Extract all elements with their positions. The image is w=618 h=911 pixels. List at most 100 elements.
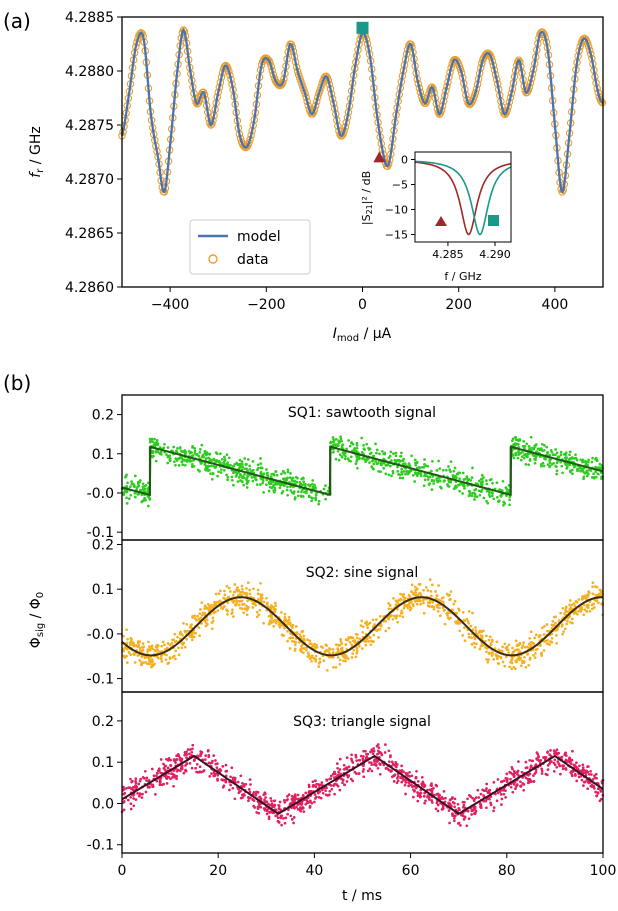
data-point	[423, 801, 426, 805]
data-point	[379, 461, 383, 465]
data-point	[298, 806, 302, 809]
square-curve	[414, 160, 512, 236]
data-point	[362, 447, 366, 451]
data-point	[408, 770, 411, 774]
data-point	[559, 772, 562, 776]
data-point	[477, 796, 481, 799]
data-point	[349, 455, 353, 459]
data-point	[208, 606, 211, 610]
data-point	[441, 797, 445, 801]
data-point	[421, 466, 424, 469]
panel-a-legend: model data	[189, 219, 311, 275]
data-point	[297, 797, 301, 801]
data-point	[597, 601, 600, 605]
data-point	[127, 651, 131, 655]
data-point	[529, 764, 533, 768]
data-point	[568, 457, 572, 461]
data-point	[195, 619, 198, 622]
data-point	[256, 592, 260, 596]
data-point	[311, 780, 315, 784]
data-point	[214, 759, 217, 762]
data-point	[160, 660, 164, 663]
data-point	[403, 596, 407, 600]
data-point	[479, 805, 482, 809]
data-point	[302, 480, 306, 484]
data-point	[345, 655, 348, 658]
data-point	[257, 811, 261, 815]
data-point	[478, 647, 482, 651]
data-point	[319, 796, 323, 800]
data-point	[242, 602, 246, 606]
data-point	[255, 610, 259, 614]
data-point	[133, 661, 137, 664]
data-point	[152, 454, 155, 458]
data-point	[499, 488, 502, 492]
data-point	[545, 445, 549, 449]
data-point	[211, 472, 215, 475]
data-point	[209, 464, 213, 468]
data-point	[432, 605, 436, 609]
data-point	[153, 648, 157, 652]
data-point	[387, 473, 391, 477]
data-point	[300, 630, 304, 634]
data-point	[141, 646, 144, 649]
data-point	[166, 759, 170, 762]
data-point	[508, 495, 512, 499]
data-point	[270, 472, 274, 476]
data-point	[232, 615, 235, 618]
data-point	[283, 821, 287, 825]
data-point	[587, 603, 590, 607]
data-point	[555, 748, 559, 752]
data-point	[448, 597, 452, 601]
data-point	[558, 764, 562, 768]
data-point	[515, 56, 523, 64]
data-point	[392, 774, 395, 778]
data-point	[169, 758, 172, 762]
data-point	[137, 653, 141, 657]
data-point	[301, 806, 305, 810]
data-point	[237, 603, 241, 607]
data-point	[210, 606, 214, 609]
data-point	[528, 636, 532, 640]
data-point	[424, 474, 428, 478]
data-point	[238, 458, 242, 462]
data-point	[404, 792, 407, 796]
data-point	[419, 472, 423, 475]
panel-a-frame	[121, 16, 604, 288]
data-point	[184, 764, 187, 767]
data-point	[541, 449, 545, 453]
y-tick-label: -0.0	[87, 486, 114, 502]
x-tick-label: 0	[118, 863, 127, 879]
data-point	[420, 775, 424, 779]
data-point	[175, 758, 178, 761]
data-point	[582, 784, 585, 787]
data-point	[125, 786, 128, 790]
data-point	[474, 629, 478, 633]
data-point	[298, 808, 302, 812]
data-point	[546, 629, 549, 633]
data-point	[127, 786, 131, 789]
data-point	[183, 629, 187, 633]
data-point	[365, 637, 368, 641]
data-point	[408, 464, 412, 468]
data-point	[296, 793, 300, 797]
data-point	[126, 637, 129, 641]
data-point	[185, 458, 189, 462]
data-point	[338, 453, 342, 456]
data-point	[569, 469, 572, 473]
data-point	[590, 603, 594, 607]
data-point	[204, 605, 208, 609]
data-point	[142, 661, 145, 665]
data-point	[146, 648, 150, 651]
data-point	[138, 488, 142, 492]
data-point	[294, 475, 298, 479]
data-point	[514, 667, 517, 671]
data-point	[240, 584, 244, 588]
data-point	[195, 762, 199, 766]
data-point	[313, 483, 316, 487]
data-point	[242, 785, 246, 788]
data-point	[204, 457, 208, 460]
data-point	[383, 452, 386, 456]
data-point	[262, 621, 265, 625]
y-tick-label: 4.2885	[65, 10, 114, 26]
